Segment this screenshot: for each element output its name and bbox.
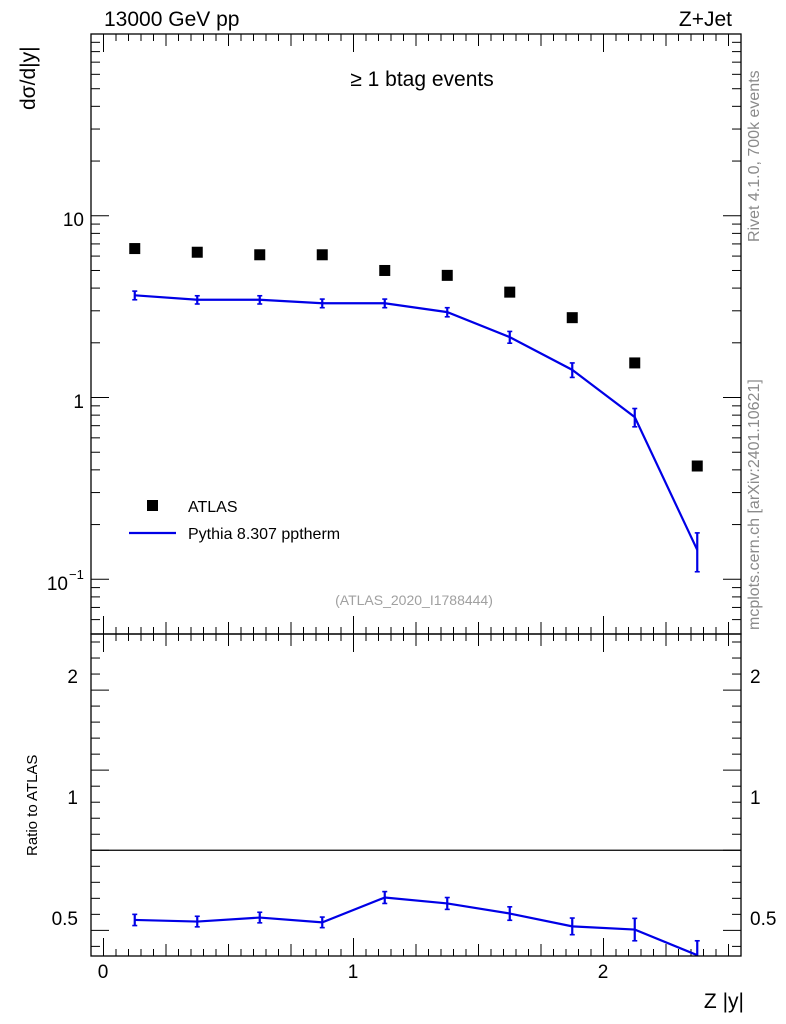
atlas-data-point bbox=[691, 460, 703, 472]
axis-ticks bbox=[90, 34, 742, 956]
atlas-data-point bbox=[566, 312, 578, 324]
ratio-curve bbox=[134, 896, 698, 956]
atlas-data-point bbox=[129, 243, 141, 255]
x-tick-label-1: 1 bbox=[348, 962, 359, 983]
x-tick-label-2: 2 bbox=[598, 962, 609, 983]
y-tick-label-1: 1 bbox=[73, 392, 84, 413]
atlas-data-point bbox=[504, 286, 516, 298]
ratio-y-axis-label: Ratio to ATLAS bbox=[24, 755, 41, 856]
pythia-curve bbox=[134, 294, 699, 551]
ratio-tick-label-2: 2 bbox=[67, 667, 78, 688]
legend-label-pythia: Pythia 8.307 pptherm bbox=[188, 526, 340, 543]
atlas-data-point bbox=[316, 249, 328, 261]
ratio-tick-label-0.5: 0.5 bbox=[52, 909, 78, 930]
atlas-data-point bbox=[441, 269, 453, 281]
x-tick-label-0: 0 bbox=[98, 962, 109, 983]
atlas-data-point bbox=[629, 357, 641, 369]
atlas-data-point bbox=[254, 249, 266, 261]
y-tick-label-0.1-exponent: −1 bbox=[69, 567, 84, 582]
legend-label-atlas: ATLAS bbox=[188, 499, 238, 516]
y-axis-label: dσ/d|y| bbox=[17, 46, 40, 110]
ratio-tick-label-right-1: 1 bbox=[750, 788, 761, 809]
main-panel-frame bbox=[90, 33, 742, 635]
atlas-data-point bbox=[379, 264, 391, 276]
ratio-series bbox=[132, 890, 700, 956]
ratio-panel-frame bbox=[90, 633, 742, 957]
y-tick-label-10: 10 bbox=[63, 210, 84, 231]
legend: ATLAS Pythia 8.307 pptherm bbox=[129, 499, 340, 543]
chart-title: ≥ 1 btag events bbox=[350, 68, 493, 91]
atlas-data-point bbox=[191, 246, 203, 258]
ratio-tick-label-right-0.5: 0.5 bbox=[750, 909, 776, 930]
header-right: Z+Jet bbox=[678, 8, 732, 31]
y-tick-label-0.1-base: 10 bbox=[47, 574, 68, 595]
analysis-watermark: (ATLAS_2020_I1788444) bbox=[335, 592, 493, 608]
ratio-tick-label-right-2: 2 bbox=[750, 667, 761, 688]
data-marks bbox=[91, 243, 741, 956]
legend-marker-atlas bbox=[147, 500, 158, 511]
x-axis-label: Z |y| bbox=[704, 990, 744, 1013]
header-left: 13000 GeV pp bbox=[104, 8, 240, 31]
ratio-tick-label-1: 1 bbox=[67, 788, 78, 809]
